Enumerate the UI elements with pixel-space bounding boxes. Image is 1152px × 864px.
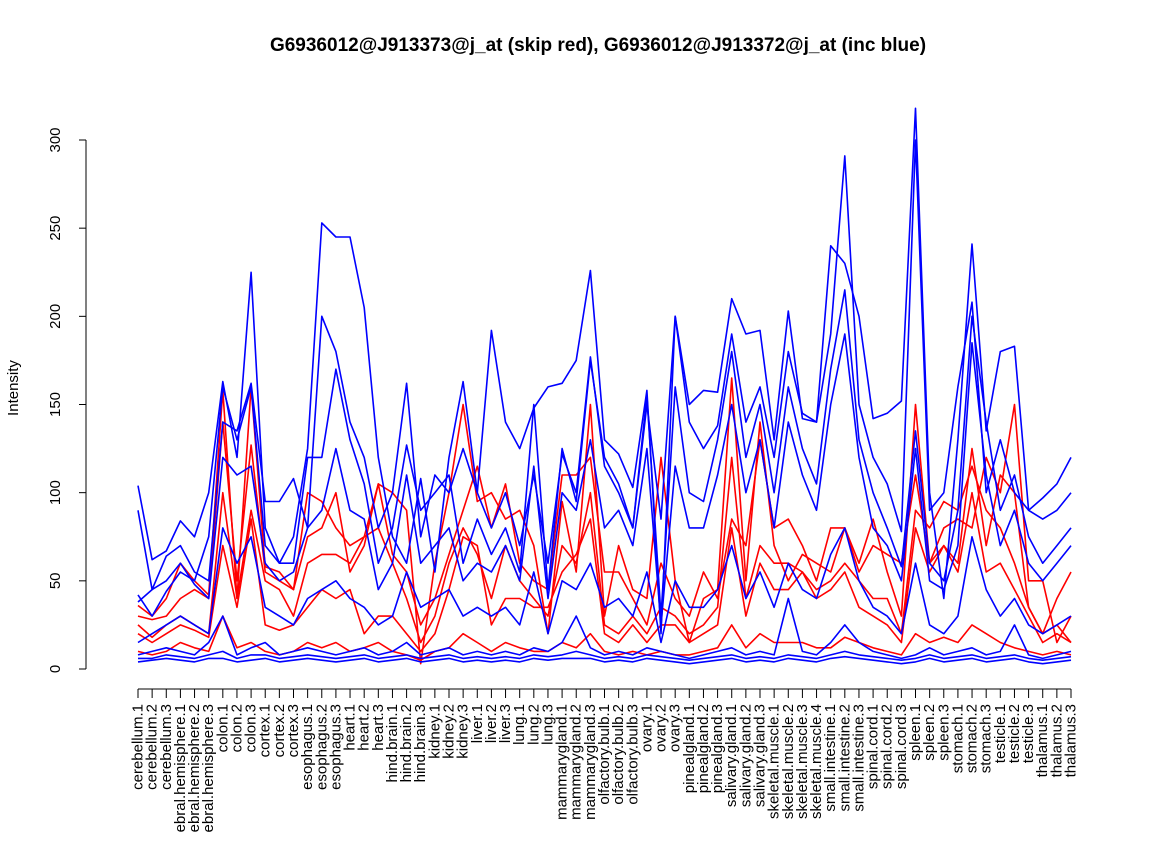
x-tick-label: olfactory.bulb.1: [596, 704, 613, 805]
x-tick-label: lung.1: [511, 704, 528, 745]
x-tick-label: heart.3: [370, 704, 387, 751]
x-tick-label: thalamus.3: [1063, 704, 1080, 777]
y-axis: 0 50 100 150 200 250 300: [47, 127, 87, 673]
x-tick-label: ebral.hemisphere.2: [186, 704, 203, 832]
series-line-13: [137, 655, 1072, 665]
x-tick-label: cortex.3: [285, 704, 302, 757]
x-tick-label: hind.brain.3: [412, 704, 429, 782]
y-axis-label: Intensity: [5, 360, 22, 416]
x-tick-label: hind.brain.1: [384, 704, 401, 782]
x-tick-label: small.intestine.2: [836, 704, 853, 812]
x-tick-label: stomach.1: [949, 704, 966, 773]
x-tick-label: testicle.1: [992, 704, 1009, 763]
x-tick-label: pinealgland.3: [709, 704, 726, 793]
series-line-9: [137, 333, 1072, 626]
x-tick-label: ebral.hemisphere.1: [172, 704, 189, 832]
x-tick-label: cerebellum.3: [158, 704, 175, 790]
x-tick-label: cortex.1: [257, 704, 274, 757]
x-tick-label: thalamus.2: [1048, 704, 1065, 777]
plot-lines: [137, 107, 1072, 665]
y-tick-label: 0: [47, 665, 64, 673]
x-tick-label: lung.3: [540, 704, 557, 745]
y-tick-label: 50: [47, 572, 64, 589]
series-line-3: [137, 456, 1072, 644]
x-tick-label: skeletal.muscle.3: [794, 704, 811, 819]
y-tick-label: 150: [47, 392, 64, 417]
x-tick-label: olfactory.bulb.3: [624, 704, 641, 805]
series-line-2: [137, 421, 1072, 635]
y-tick-label: 200: [47, 304, 64, 329]
x-tick-label: colon.2: [229, 704, 246, 752]
x-tick-label: ovary.3: [667, 704, 684, 752]
series-line-10: [137, 527, 1072, 644]
x-tick-label: esophagus.2: [313, 704, 330, 790]
x-tick-label: olfactory.bulb.2: [610, 704, 627, 805]
y-tick-label: 300: [47, 127, 64, 152]
x-tick-label: hind.brain.2: [398, 704, 415, 782]
x-tick-label: colon.3: [243, 704, 260, 752]
x-tick-label: ovary.1: [638, 704, 655, 752]
x-tick-label: esophagus.1: [299, 704, 316, 790]
series-line-11: [137, 597, 1072, 660]
x-tick-label: skeletal.muscle.1: [766, 704, 783, 819]
x-tick-label: testicle.3: [1020, 704, 1037, 763]
series-line-6: [137, 107, 1072, 635]
series-line-12: [138, 650, 1072, 662]
x-tick-label: skeletal.muscle.2: [780, 704, 797, 819]
x-tick-label: liver.3: [497, 704, 514, 743]
x-tick-label: stomach.3: [978, 704, 995, 773]
x-tick-label: heart.2: [356, 704, 373, 751]
x-tick-label: salivary.gland.1: [723, 704, 740, 807]
x-tick-label: mammarygland.2: [568, 704, 585, 820]
x-tick-label: testicle.2: [1006, 704, 1023, 763]
x-tick-label: cerebellum.1: [130, 704, 147, 790]
x-tick-label: stomach.2: [964, 704, 981, 773]
x-tick-label: esophagus.3: [327, 704, 344, 790]
x-tick-label: pinealgland.1: [681, 704, 698, 793]
x-tick-label: thalamus.1: [1034, 704, 1051, 777]
x-tick-label: spleen.2: [921, 704, 938, 761]
x-tick-label: cerebellum.2: [144, 704, 161, 790]
x-tick-label: kidney.2: [441, 704, 458, 759]
y-tick-label: 250: [47, 216, 64, 241]
x-tick-label: kidney.3: [455, 704, 472, 759]
x-tick-label: mammarygland.1: [554, 704, 571, 820]
x-tick-label: lung.2: [525, 704, 542, 745]
x-tick-label: skeletal.muscle.4: [808, 704, 825, 819]
x-tick-label: cortex.2: [271, 704, 288, 757]
x-tick-label: spleen.1: [907, 704, 924, 761]
x-tick-label: spinal.cord.2: [879, 704, 896, 789]
x-tick-label: salivary.gland.2: [737, 704, 754, 807]
x-tick-label: mammarygland.3: [582, 704, 599, 820]
x-tick-label: liver.1: [469, 704, 486, 743]
x-tick-label: colon.1: [214, 704, 231, 752]
x-tick-label: ovary.2: [653, 704, 670, 752]
chart-title: G6936012@J913373@j_at (skip red), G69360…: [270, 35, 926, 56]
x-tick-label: spinal.cord.1: [865, 704, 882, 789]
x-tick-label: ebral.hemisphere.3: [200, 704, 217, 832]
x-tick-label: heart.1: [342, 704, 359, 751]
x-tick-label: liver.2: [483, 704, 500, 743]
x-tick-label: spleen.3: [935, 704, 952, 761]
x-tick-label: spinal.cord.3: [893, 704, 910, 789]
x-tick-label: pinealgland.2: [695, 704, 712, 793]
y-tick-label: 100: [47, 480, 64, 505]
x-tick-label: small.intestine.3: [851, 704, 868, 812]
series-line-8: [137, 289, 1072, 617]
x-tick-label: small.intestine.1: [822, 704, 839, 812]
x-axis: cerebellum.1cerebellum.2cerebellum.3ebra…: [130, 688, 1080, 832]
x-tick-label: salivary.gland.3: [752, 704, 769, 807]
series-line-7: [137, 139, 1072, 591]
x-tick-label: kidney.1: [426, 704, 443, 759]
